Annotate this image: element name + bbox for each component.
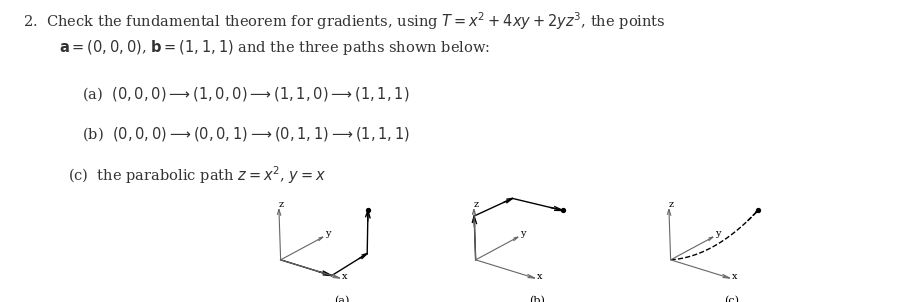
- Text: $\mathbf{a} = (0,0,0)$, $\mathbf{b} = (1,1,1)$ and the three paths shown below:: $\mathbf{a} = (0,0,0)$, $\mathbf{b} = (1…: [59, 38, 490, 57]
- Text: (c)  the parabolic path $z = x^2$, $y = x$: (c) the parabolic path $z = x^2$, $y = x…: [68, 165, 327, 186]
- Text: (c): (c): [725, 295, 739, 302]
- Text: (a)  $(0,0,0) \longrightarrow (1,0,0) \longrightarrow (1,1,0) \longrightarrow (1: (a) $(0,0,0) \longrightarrow (1,0,0) \lo…: [82, 85, 409, 103]
- Text: (a): (a): [335, 295, 349, 302]
- Text: 2.  Check the fundamental theorem for gradients, using $T = x^2 + 4xy + 2yz^3$, : 2. Check the fundamental theorem for gra…: [23, 11, 666, 32]
- Text: (b)  $(0,0,0) \longrightarrow (0,0,1) \longrightarrow (0,1,1) \longrightarrow (1: (b) $(0,0,0) \longrightarrow (0,0,1) \lo…: [82, 125, 410, 143]
- Text: (b): (b): [529, 295, 545, 302]
